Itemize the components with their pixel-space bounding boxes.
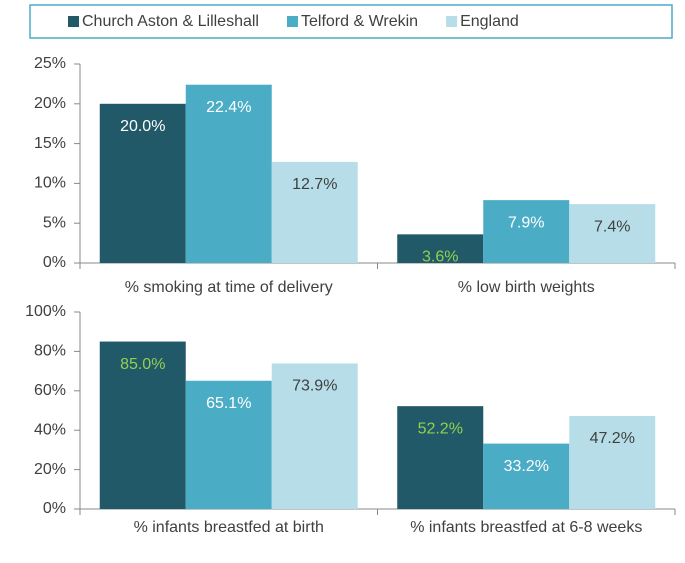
bar — [99, 341, 186, 509]
bar — [569, 416, 656, 509]
data-label: 52.2% — [418, 420, 463, 437]
y-tick-label: 5% — [43, 214, 66, 231]
bar — [483, 200, 570, 263]
y-tick-label: 20% — [34, 461, 66, 478]
x-tick-label: % low birth weights — [458, 279, 595, 296]
y-tick-label: 0% — [43, 500, 66, 517]
data-label: 7.9% — [508, 214, 544, 231]
x-tick-label: % infants breastfed at birth — [134, 519, 324, 536]
data-label: 65.1% — [206, 395, 251, 412]
data-label: 47.2% — [590, 430, 635, 447]
legend-label: England — [460, 13, 519, 30]
bar — [99, 103, 186, 263]
data-label: 7.4% — [594, 218, 630, 235]
data-label: 22.4% — [206, 99, 251, 116]
legend-swatch — [68, 16, 79, 27]
x-tick-label: % smoking at time of delivery — [125, 279, 333, 296]
legend-swatch — [446, 16, 458, 27]
y-tick-label: 0% — [43, 254, 66, 271]
data-label: 12.7% — [292, 176, 337, 193]
bar — [397, 406, 484, 509]
y-tick-label: 15% — [34, 135, 66, 152]
y-tick-label: 80% — [34, 343, 66, 360]
data-label: 20.0% — [120, 118, 165, 135]
legend-swatch — [286, 16, 298, 27]
bar — [483, 443, 570, 509]
bar — [271, 161, 358, 263]
y-tick-label: 40% — [34, 421, 66, 438]
x-tick-label: % infants breastfed at 6-8 weeks — [410, 519, 642, 536]
bar — [271, 363, 358, 509]
bar — [569, 204, 656, 263]
data-label: 85.0% — [120, 356, 165, 373]
y-tick-label: 20% — [34, 95, 66, 112]
data-label: 33.2% — [504, 458, 549, 475]
bar — [397, 234, 484, 263]
data-label: 73.9% — [292, 378, 337, 395]
y-tick-label: 100% — [25, 303, 66, 320]
y-tick-label: 60% — [34, 382, 66, 399]
legend-box — [29, 4, 673, 39]
legend-label: Telford & Wrekin — [301, 13, 418, 30]
y-tick-label: 10% — [34, 175, 66, 192]
data-label: 3.6% — [422, 249, 458, 266]
bar — [185, 84, 272, 263]
legend-label: Church Aston & Lilleshall — [82, 13, 259, 30]
bar — [185, 380, 272, 509]
y-tick-label: 25% — [34, 55, 66, 72]
